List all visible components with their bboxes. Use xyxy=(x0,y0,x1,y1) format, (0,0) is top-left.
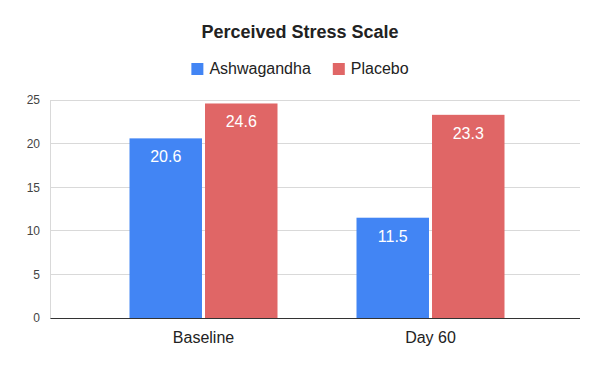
x-tick-label: Day 60 xyxy=(405,329,456,346)
y-tick: 15 xyxy=(27,181,50,195)
bar xyxy=(432,115,504,318)
data-label: 20.6 xyxy=(150,148,181,165)
y-tick-label: 0 xyxy=(33,311,40,325)
legend-item: Ashwagandha xyxy=(191,60,311,77)
bar xyxy=(205,103,277,318)
chart-title: Perceived Stress Scale xyxy=(201,22,398,42)
data-label: 24.6 xyxy=(226,113,257,130)
legend: Ashwagandha Placebo xyxy=(191,60,408,77)
legend-item: Placebo xyxy=(333,60,409,77)
y-tick: 10 xyxy=(27,224,50,238)
data-labels: 20.6 11.5 24.6 23.3 xyxy=(150,113,484,244)
x-tick-label: Baseline xyxy=(173,329,234,346)
legend-label: Ashwagandha xyxy=(209,60,311,77)
bar xyxy=(130,138,202,318)
legend-swatch xyxy=(333,63,345,75)
x-axis: Baseline Day 60 xyxy=(91,318,545,346)
y-tick: 5 xyxy=(33,268,50,282)
y-axis-line xyxy=(50,101,51,319)
y-tick: 20 xyxy=(27,137,50,151)
chart-svg: Perceived Stress Scale 0 5 10 15 20 25 Baseline… xyxy=(0,0,600,371)
x-axis-line xyxy=(91,318,545,319)
y-tick-label: 20 xyxy=(27,137,41,151)
y-tick-label: 25 xyxy=(27,93,41,107)
data-label: 23.3 xyxy=(453,125,484,142)
y-tick: 0 xyxy=(33,311,50,325)
data-label: 11.5 xyxy=(378,228,408,245)
y-tick-label: 15 xyxy=(27,181,41,195)
legend-label: Placebo xyxy=(351,60,409,77)
y-tick: 25 xyxy=(27,93,50,107)
bars xyxy=(130,103,505,318)
chart-container: Perceived Stress Scale 0 5 10 15 20 25 Baseline… xyxy=(0,0,600,371)
y-tick-label: 5 xyxy=(33,268,40,282)
y-axis: 0 5 10 15 20 25 xyxy=(27,93,51,325)
x-tick: Baseline xyxy=(173,318,234,346)
bar xyxy=(357,218,429,318)
y-tick-label: 10 xyxy=(27,224,41,238)
grid xyxy=(50,100,580,318)
x-tick: Day 60 xyxy=(405,318,456,346)
legend-swatch xyxy=(191,63,203,75)
grid-line xyxy=(50,100,580,101)
